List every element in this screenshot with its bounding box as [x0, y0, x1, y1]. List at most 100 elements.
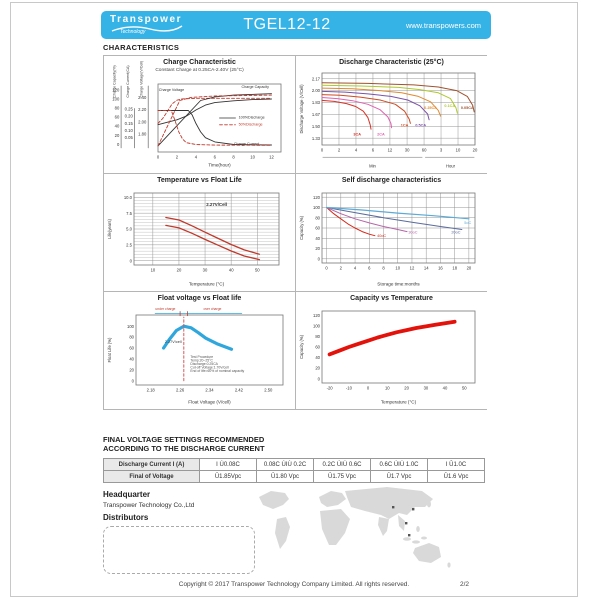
headquarter-heading: Headquarter — [103, 490, 151, 499]
svg-text:Charge Current: Charge Current — [234, 142, 259, 146]
svg-text:0.05: 0.05 — [125, 135, 134, 140]
map-indochina — [398, 515, 405, 531]
svg-text:0.25CA: 0.25CA — [424, 106, 437, 110]
svg-text:4: 4 — [354, 266, 357, 271]
svg-text:100: 100 — [313, 205, 321, 210]
svg-text:2.26: 2.26 — [176, 388, 185, 393]
table-cell: Û1.6 Vpc — [427, 470, 485, 483]
table-row: Final of Voltage Û1.85Vpc Û1.80 Vpc Û1.7… — [103, 470, 485, 483]
world-map — [259, 487, 451, 568]
svg-text:2.27V/Cell: 2.27V/Cell — [206, 202, 227, 207]
map-australia — [413, 543, 441, 563]
svg-text:60: 60 — [129, 346, 134, 351]
svg-text:over charge: over charge — [203, 307, 221, 311]
svg-text:40: 40 — [315, 355, 320, 360]
svg-text:End of life=60% of nominal cap: End of life=60% of nominal capacity — [190, 369, 244, 373]
svg-text:Time(hour): Time(hour) — [208, 163, 231, 168]
chart-panel-discharge-characteristic: Discharge Characteristic (25°C) 0 2 4 6 12 30… — [296, 56, 487, 173]
svg-text:6: 6 — [372, 148, 375, 153]
map-island — [403, 537, 411, 541]
map-island — [416, 526, 420, 532]
website-url[interactable]: www.transpowers.com — [405, 20, 481, 30]
svg-text:20: 20 — [315, 246, 320, 251]
svg-text:6: 6 — [214, 155, 217, 160]
svg-text:0.5CA: 0.5CA — [415, 123, 426, 127]
svg-text:2CA: 2CA — [377, 132, 385, 136]
svg-text:120: 120 — [313, 195, 321, 200]
final-voltage-table: Discharge Current I (A) I Ú0.08C 0.08C Ú… — [103, 458, 485, 483]
logo-subtext: Technology — [120, 29, 146, 35]
svg-text:60: 60 — [315, 226, 320, 231]
svg-text:80: 80 — [129, 335, 134, 340]
svg-text:Float Voltage (V/cell): Float Voltage (V/cell) — [188, 400, 231, 405]
svg-text:0.10: 0.10 — [125, 128, 134, 133]
svg-text:20: 20 — [467, 266, 472, 271]
svg-text:0.20: 0.20 — [125, 114, 134, 119]
svg-text:12: 12 — [388, 148, 393, 153]
svg-text:Discharge:0.25CA: Discharge:0.25CA — [190, 362, 218, 366]
svg-text:80: 80 — [315, 215, 320, 220]
chart-panel-temperature-vs-float-life: Temperature vs Float Life 10 20 30 40 50 10.0… — [104, 174, 295, 291]
map-japan — [427, 500, 431, 508]
svg-text:80: 80 — [115, 106, 120, 111]
svg-text:40: 40 — [315, 236, 320, 241]
svg-text:1.83: 1.83 — [312, 100, 321, 105]
svg-text:4: 4 — [355, 148, 358, 153]
svg-text:Temperature (°C): Temperature (°C) — [189, 282, 225, 287]
svg-text:1.80: 1.80 — [138, 132, 147, 137]
row-label: Discharge Current I (A) — [103, 458, 200, 471]
svg-text:60: 60 — [315, 345, 320, 350]
svg-text:10: 10 — [385, 386, 390, 391]
svg-text:0.1CA: 0.1CA — [444, 104, 455, 108]
svg-text:0.05CA: 0.05CA — [461, 106, 474, 110]
map-india — [378, 517, 389, 536]
map-marker — [412, 508, 415, 511]
svg-text:1.33: 1.33 — [312, 136, 321, 141]
svg-text:under charge: under charge — [155, 307, 175, 311]
logo-swoosh-icon — [111, 25, 183, 32]
final-voltage-heading-line2: ACCORDING TO THE DISCHARGE CURRENT — [103, 444, 265, 453]
distributors-box — [103, 526, 255, 574]
company-logo: Transpower Technology — [101, 15, 193, 35]
svg-text:10: 10 — [250, 155, 255, 160]
svg-text:Min: Min — [369, 163, 376, 168]
chart-title: Capacity vs Temperature — [350, 295, 433, 302]
chart-title: Self discharge characteristics — [341, 177, 442, 184]
svg-text:Charge Voltage: Charge Voltage — [159, 88, 184, 92]
header-bar: Transpower Technology TGEL12-12 www.tran… — [101, 11, 491, 39]
svg-text:5.0: 5.0 — [126, 227, 132, 232]
svg-text:20: 20 — [177, 268, 182, 273]
section-title-characteristics: CHARACTERISTICS — [103, 43, 180, 52]
svg-text:0: 0 — [318, 256, 321, 261]
svg-text:Discharge Voltage (V/Cell): Discharge Voltage (V/Cell) — [299, 84, 304, 134]
svg-text:2.42: 2.42 — [235, 388, 244, 393]
svg-text:Float Life (%): Float Life (%) — [107, 337, 112, 363]
svg-text:2.40: 2.40 — [138, 95, 147, 100]
svg-text:100%Discharge: 100%Discharge — [239, 116, 265, 120]
chart-subtitle: Constant Charge at 0.25CA-2.40V (25°C) — [155, 67, 244, 73]
svg-text:60: 60 — [422, 148, 427, 153]
chart-title: Float voltage vs Float life — [157, 295, 242, 302]
svg-text:18: 18 — [452, 266, 457, 271]
svg-text:50: 50 — [462, 386, 467, 391]
svg-text:1CA: 1CA — [401, 123, 409, 127]
svg-text:30: 30 — [424, 386, 429, 391]
map-marker — [405, 522, 408, 525]
table-cell: 0.08C ÚIÙ 0.2C — [256, 458, 314, 471]
svg-text:16: 16 — [438, 266, 443, 271]
svg-text:Test Procedure: Test Procedure — [190, 355, 213, 359]
svg-text:1.67: 1.67 — [312, 112, 321, 117]
svg-text:Temperature (°C): Temperature (°C) — [381, 400, 417, 405]
table-cell: 0.6C ÚIÙ 1.0C — [370, 458, 428, 471]
svg-text:8: 8 — [232, 155, 235, 160]
capacity-vs-temperature-chart: -20 -10 0 10 20 30 40 50 120 100 80 60 40 20 0 Temperat… — [299, 310, 476, 405]
svg-text:80: 80 — [315, 334, 320, 339]
svg-text:3CA: 3CA — [353, 132, 361, 136]
charge-characteristic-chart: 0 2 4 6 8 10 12 2.40 2.20 2.00 1.80 0.25 0.20 0.15 0.1… — [112, 61, 282, 168]
svg-text:40: 40 — [229, 268, 234, 273]
svg-text:40: 40 — [443, 386, 448, 391]
map-africa — [320, 509, 350, 545]
svg-text:0: 0 — [318, 376, 321, 381]
svg-text:12: 12 — [410, 266, 415, 271]
final-voltage-heading: FINAL VOLTAGE SETTINGS RECOMMENDED ACCOR… — [103, 435, 265, 453]
